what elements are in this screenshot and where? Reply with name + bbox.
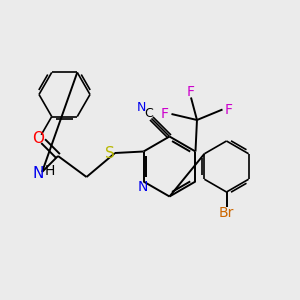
Text: H: H xyxy=(44,164,55,178)
Text: F: F xyxy=(161,107,169,121)
Text: F: F xyxy=(225,103,233,116)
Text: C: C xyxy=(145,106,153,120)
Text: Br: Br xyxy=(219,206,234,220)
Text: F: F xyxy=(187,85,195,99)
Text: N: N xyxy=(137,101,147,114)
Text: S: S xyxy=(105,146,115,160)
Text: N: N xyxy=(137,180,148,194)
Text: O: O xyxy=(32,131,44,146)
Text: N: N xyxy=(33,166,44,181)
